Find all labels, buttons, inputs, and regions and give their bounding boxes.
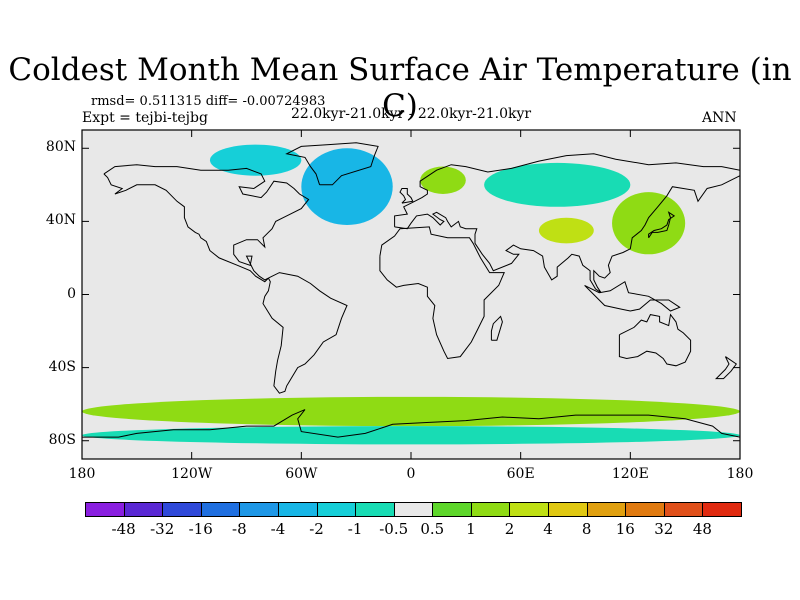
coastline-eurasia [394,153,740,294]
legend-swatch [162,502,202,517]
period-label: 22.0kyr-21.0kyr - 22.0kyr-21.0kyr [291,106,532,122]
coastline-africa [379,226,505,360]
lon-tick-label: 60W [285,466,318,482]
legend-swatch [123,502,164,517]
legend-label: 16 [615,520,635,538]
field-region-1 [328,181,360,213]
lon-tick-label: 180 [726,466,754,482]
legend-label: 4 [543,520,553,538]
field-region-4 [612,192,686,255]
legend-swatch [548,502,588,517]
coastline-australia [618,313,692,367]
legend-label: 2 [504,520,515,538]
legend-label: 48 [692,520,712,538]
lat-tick-label: 0 [67,285,76,302]
figure-title: Coldest Month Mean Surface Air Temperatu… [8,52,792,124]
legend-label: -1 [347,520,363,538]
lon-tick-label: 120E [611,466,649,482]
legend-label: -8 [232,520,247,538]
stats-line: rmsd= 0.511315 diff= -0.00724983 [91,94,326,109]
legend-swatch [85,502,125,517]
lon-tick-label: 180 [68,466,96,482]
legend-label: -0.5 [379,520,409,538]
lat-tick-label: 40S [48,358,76,375]
legend-label: -2 [309,520,324,538]
legend-swatch [200,502,241,517]
field-region-6 [538,217,594,244]
legend-label: 32 [654,520,674,538]
legend-swatch [432,502,472,517]
coastline-north-america [103,164,310,283]
legend-swatch [316,502,357,517]
lat-tick-label: 80S [48,431,76,448]
coastline-greenland [285,142,379,186]
lat-tick-label: 40N [45,212,76,229]
legend-swatch [355,502,395,517]
coastline-new-zealand [714,356,738,380]
legend-label: -16 [188,520,213,538]
field-region-8 [82,426,740,445]
legend-label: 1 [466,520,476,538]
coastline-madagascar [490,315,503,341]
legend-swatch [393,502,434,517]
season-label: ANN [702,110,737,126]
legend-swatch [470,502,511,517]
legend-label: -4 [270,520,286,538]
legend-swatch [239,502,279,517]
coastline-antarctica [82,409,740,438]
axis-ticks [81,130,741,459]
lon-tick-label: 0 [406,466,416,482]
experiment-label: Expt = tejbi-tejbg [82,110,208,126]
lon-tick-label: 120W [171,466,213,482]
legend-label: 8 [581,520,592,538]
field-region-3 [484,162,631,207]
field-region-7 [82,396,740,427]
field-region-2 [209,144,302,176]
legend-label: -32 [150,520,175,538]
coastline-british-isles [399,188,414,204]
legend-label: -48 [111,520,136,538]
coastline-japan [648,211,676,239]
coastlines [82,142,740,438]
coastline-indonesia [584,280,681,312]
legend-label: 0.5 [420,520,445,538]
legend-swatch [702,502,742,517]
legend-swatch [625,502,665,517]
legend-swatch [277,502,318,517]
legend-swatch [586,502,627,517]
lat-tick-label: 80N [45,139,76,156]
legend-swatch [509,502,550,517]
legend-swatch [663,502,704,517]
lon-tick-label: 60E [506,466,535,482]
coastline-south-america [262,272,348,394]
